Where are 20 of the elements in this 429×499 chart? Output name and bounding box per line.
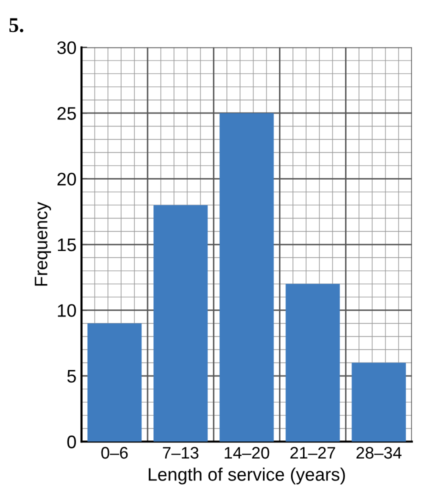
y-tick-label: 5: [67, 370, 76, 383]
y-tick-label: 0: [67, 436, 76, 448]
y-tick-label: 20: [57, 172, 76, 186]
x-tick-label: 21–27: [290, 446, 336, 459]
bar: [87, 323, 142, 442]
x-tick-label: 0–6: [101, 446, 128, 459]
y-tick-label: 30: [57, 41, 76, 54]
bar: [352, 362, 406, 442]
bar: [154, 205, 208, 442]
y-tick-label: 15: [58, 238, 76, 252]
x-tick-label: 28–34: [356, 446, 402, 459]
bar: [220, 113, 274, 442]
y-axis-title: Frequency: [34, 202, 52, 286]
chart-title: 5.: [9, 18, 24, 32]
x-axis-title: Length of service (years): [148, 468, 345, 484]
y-tick-label: 25: [57, 107, 76, 120]
bar: [286, 284, 340, 442]
y-tick-label: 10: [58, 304, 76, 317]
x-tick-label: 14–20: [224, 446, 270, 459]
x-tick-label: 7–13: [162, 446, 198, 459]
